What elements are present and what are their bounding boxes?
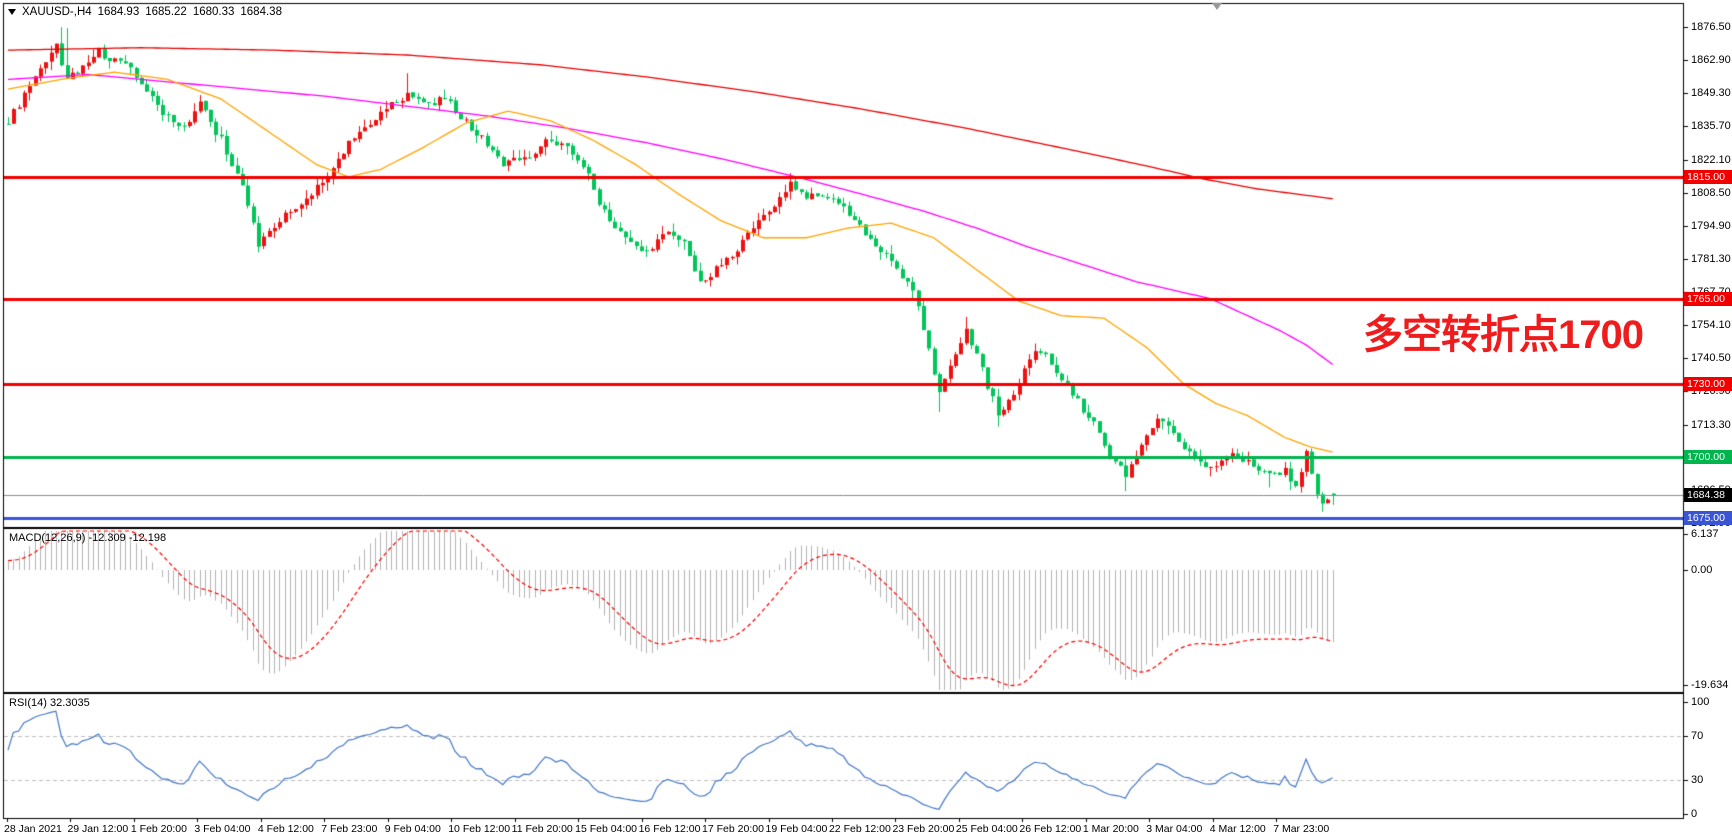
time-axis-label: 9 Feb 04:00: [384, 823, 441, 835]
current-price-badge: 1684.38: [1684, 488, 1732, 503]
time-axis-label: 26 Feb 12:00: [1019, 823, 1082, 835]
price-tick-label: 1876.50: [1691, 21, 1731, 33]
price-tick-label: 1794.90: [1691, 219, 1731, 232]
price-level-badge: 1675.00: [1684, 510, 1732, 525]
time-axis-label: 10 Feb 12:00: [448, 823, 511, 835]
rsi-tick-label: 100: [1691, 696, 1710, 708]
rsi-tick-label: 0: [1691, 808, 1698, 820]
time-axis-label: 3 Mar 04:00: [1146, 823, 1203, 835]
time-axis-label: 25 Feb 04:00: [955, 823, 1018, 835]
rsi-tick-label: 70: [1691, 729, 1704, 742]
time-axis-label: 11 Feb 20:00: [511, 823, 573, 835]
low-value: 1680.33: [192, 6, 235, 18]
price-level-badge: 1765.00: [1684, 291, 1732, 306]
time-axis-label: 15 Feb 04:00: [575, 823, 638, 835]
chart-shift-marker-icon: [1212, 3, 1222, 10]
ohlc-expand-icon[interactable]: [8, 9, 16, 15]
time-axis-label: 28 Jan 2021: [4, 823, 62, 835]
time-axis-label: 7 Feb 23:00: [321, 823, 378, 835]
macd-tick-label: 6.137: [1691, 528, 1719, 541]
macd-indicator-label: MACD(12,26,9) -12.309 -12.198: [9, 532, 167, 544]
time-axis-label: 7 Mar 23:00: [1273, 823, 1330, 835]
time-axis-label: 1 Mar 20:00: [1082, 823, 1139, 835]
price-level-badge: 1815.00: [1684, 169, 1732, 184]
high-value: 1685.22: [145, 6, 187, 18]
price-level-badge: 1730.00: [1684, 376, 1732, 391]
chart-annotation-text: 多空转折点1700: [1363, 313, 1644, 357]
time-axis-label: 16 Feb 12:00: [638, 823, 701, 835]
macd-tick-label: -19.634: [1691, 678, 1729, 691]
ohlc-info-bar: XAUUSD-,H4 1684.93 1685.22 1680.33 1684.…: [8, 6, 282, 18]
rsi-indicator-label: RSI(14) 32.3035: [9, 697, 90, 709]
price-tick-label: 1849.30: [1691, 87, 1731, 100]
close-value: 1684.38: [240, 6, 282, 18]
time-axis-label: 29 Jan 12:00: [67, 823, 129, 835]
time-axis-label: 3 Feb 04:00: [194, 823, 251, 835]
price-tick-label: 1740.50: [1691, 352, 1731, 365]
time-axis-label: 22 Feb 12:00: [828, 823, 891, 835]
price-tick-label: 1862.90: [1691, 54, 1731, 67]
open-value: 1684.93: [97, 6, 140, 18]
price-tick-label: 1781.30: [1691, 252, 1731, 265]
time-axis-label: 19 Feb 04:00: [765, 823, 828, 835]
price-tick-label: 1835.70: [1691, 120, 1731, 133]
price-level-badge: 1700.00: [1684, 449, 1732, 464]
macd-tick-label: 0.00: [1691, 564, 1713, 576]
time-axis-label: 23 Feb 20:00: [892, 823, 955, 835]
rsi-tick-label: 30: [1691, 774, 1704, 787]
time-axis-label: 4 Mar 12:00: [1209, 823, 1266, 835]
price-tick-label: 1808.50: [1691, 186, 1731, 199]
symbol-period-label: XAUUSD-,H4: [22, 6, 92, 18]
price-tick-label: 1754.10: [1691, 319, 1731, 332]
time-axis-label: 4 Feb 12:00: [257, 823, 314, 835]
price-tick-label: 1822.10: [1691, 153, 1731, 166]
time-axis-label: 1 Feb 20:00: [130, 823, 187, 835]
price-tick-label: 1713.30: [1691, 418, 1731, 431]
time-axis-label: 17 Feb 20:00: [702, 823, 764, 835]
